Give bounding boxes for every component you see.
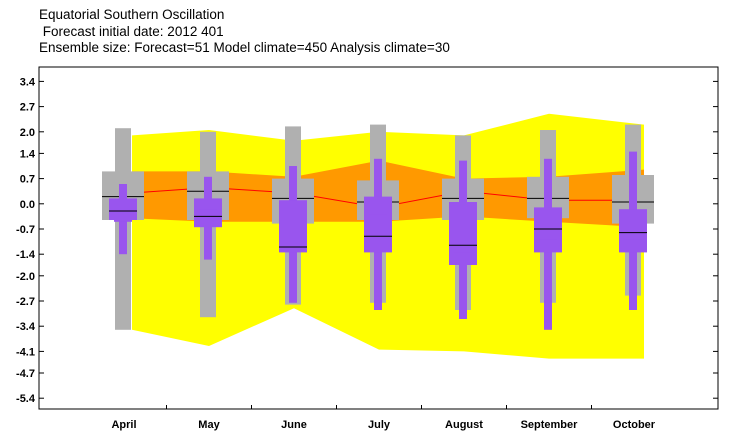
y-tick-label: 3.4 (20, 76, 36, 88)
forecast-box-september (534, 158, 562, 330)
y-tick-label: -4.7 (16, 368, 35, 380)
y-tick-label: -5.4 (16, 393, 36, 405)
x-tick-label: June (281, 419, 307, 431)
plot-frame (38, 66, 719, 410)
forecast-box-june (279, 166, 307, 303)
chart-subtitle: Forecast initial date: 2012 401 (39, 23, 224, 39)
forecast-inner-box (454, 221, 472, 253)
forecast-inner-box (114, 207, 132, 222)
y-axis: 3.4 2.7 2.0 1.4 0.7 0.0 -0.7 -1.4 -2.0 -2.7 -3.4 -4… (16, 76, 718, 405)
y-tick-label: 2.7 (20, 102, 35, 114)
x-tick-label: September (521, 419, 579, 431)
forecast-box-may (194, 176, 222, 260)
x-tick-label: August (445, 419, 483, 431)
y-tick-label: -3.4 (16, 321, 36, 333)
boxplots (102, 124, 654, 330)
x-tick-label: May (198, 419, 220, 431)
x-tick-label: October (613, 419, 656, 431)
x-tick-label: July (368, 419, 391, 431)
forecast-inner-box (284, 216, 302, 242)
y-tick-label: 2.0 (20, 127, 35, 139)
ensemble-size-label: Ensemble size: Forecast=51 Model climate… (39, 40, 450, 55)
forecast-inner-box (624, 221, 642, 240)
forecast-box-july (364, 158, 392, 310)
forecast-box-april (109, 184, 137, 255)
y-tick-label: -2.0 (16, 271, 35, 283)
y-tick-label: -4.1 (16, 346, 35, 358)
x-tick-label: April (111, 419, 136, 431)
y-tick-label: 1.4 (20, 148, 36, 160)
forecast-inner-box (369, 214, 387, 246)
chart-title: Equatorial Southern Oscillation (39, 7, 225, 22)
y-tick-label: -2.7 (16, 296, 35, 308)
y-tick-label: -0.7 (16, 224, 35, 236)
y-tick-label: -1.4 (16, 249, 36, 261)
forecast-inner-box (539, 216, 557, 240)
y-tick-label: 0.7 (20, 174, 35, 186)
forecast-box-october (619, 151, 647, 310)
forecast-box-august (449, 160, 477, 319)
chart-titles: Equatorial Southern Oscillation Forecast… (39, 7, 450, 57)
y-tick-label: 0.0 (20, 199, 35, 211)
x-axis: April May June July August September October (38, 405, 719, 431)
